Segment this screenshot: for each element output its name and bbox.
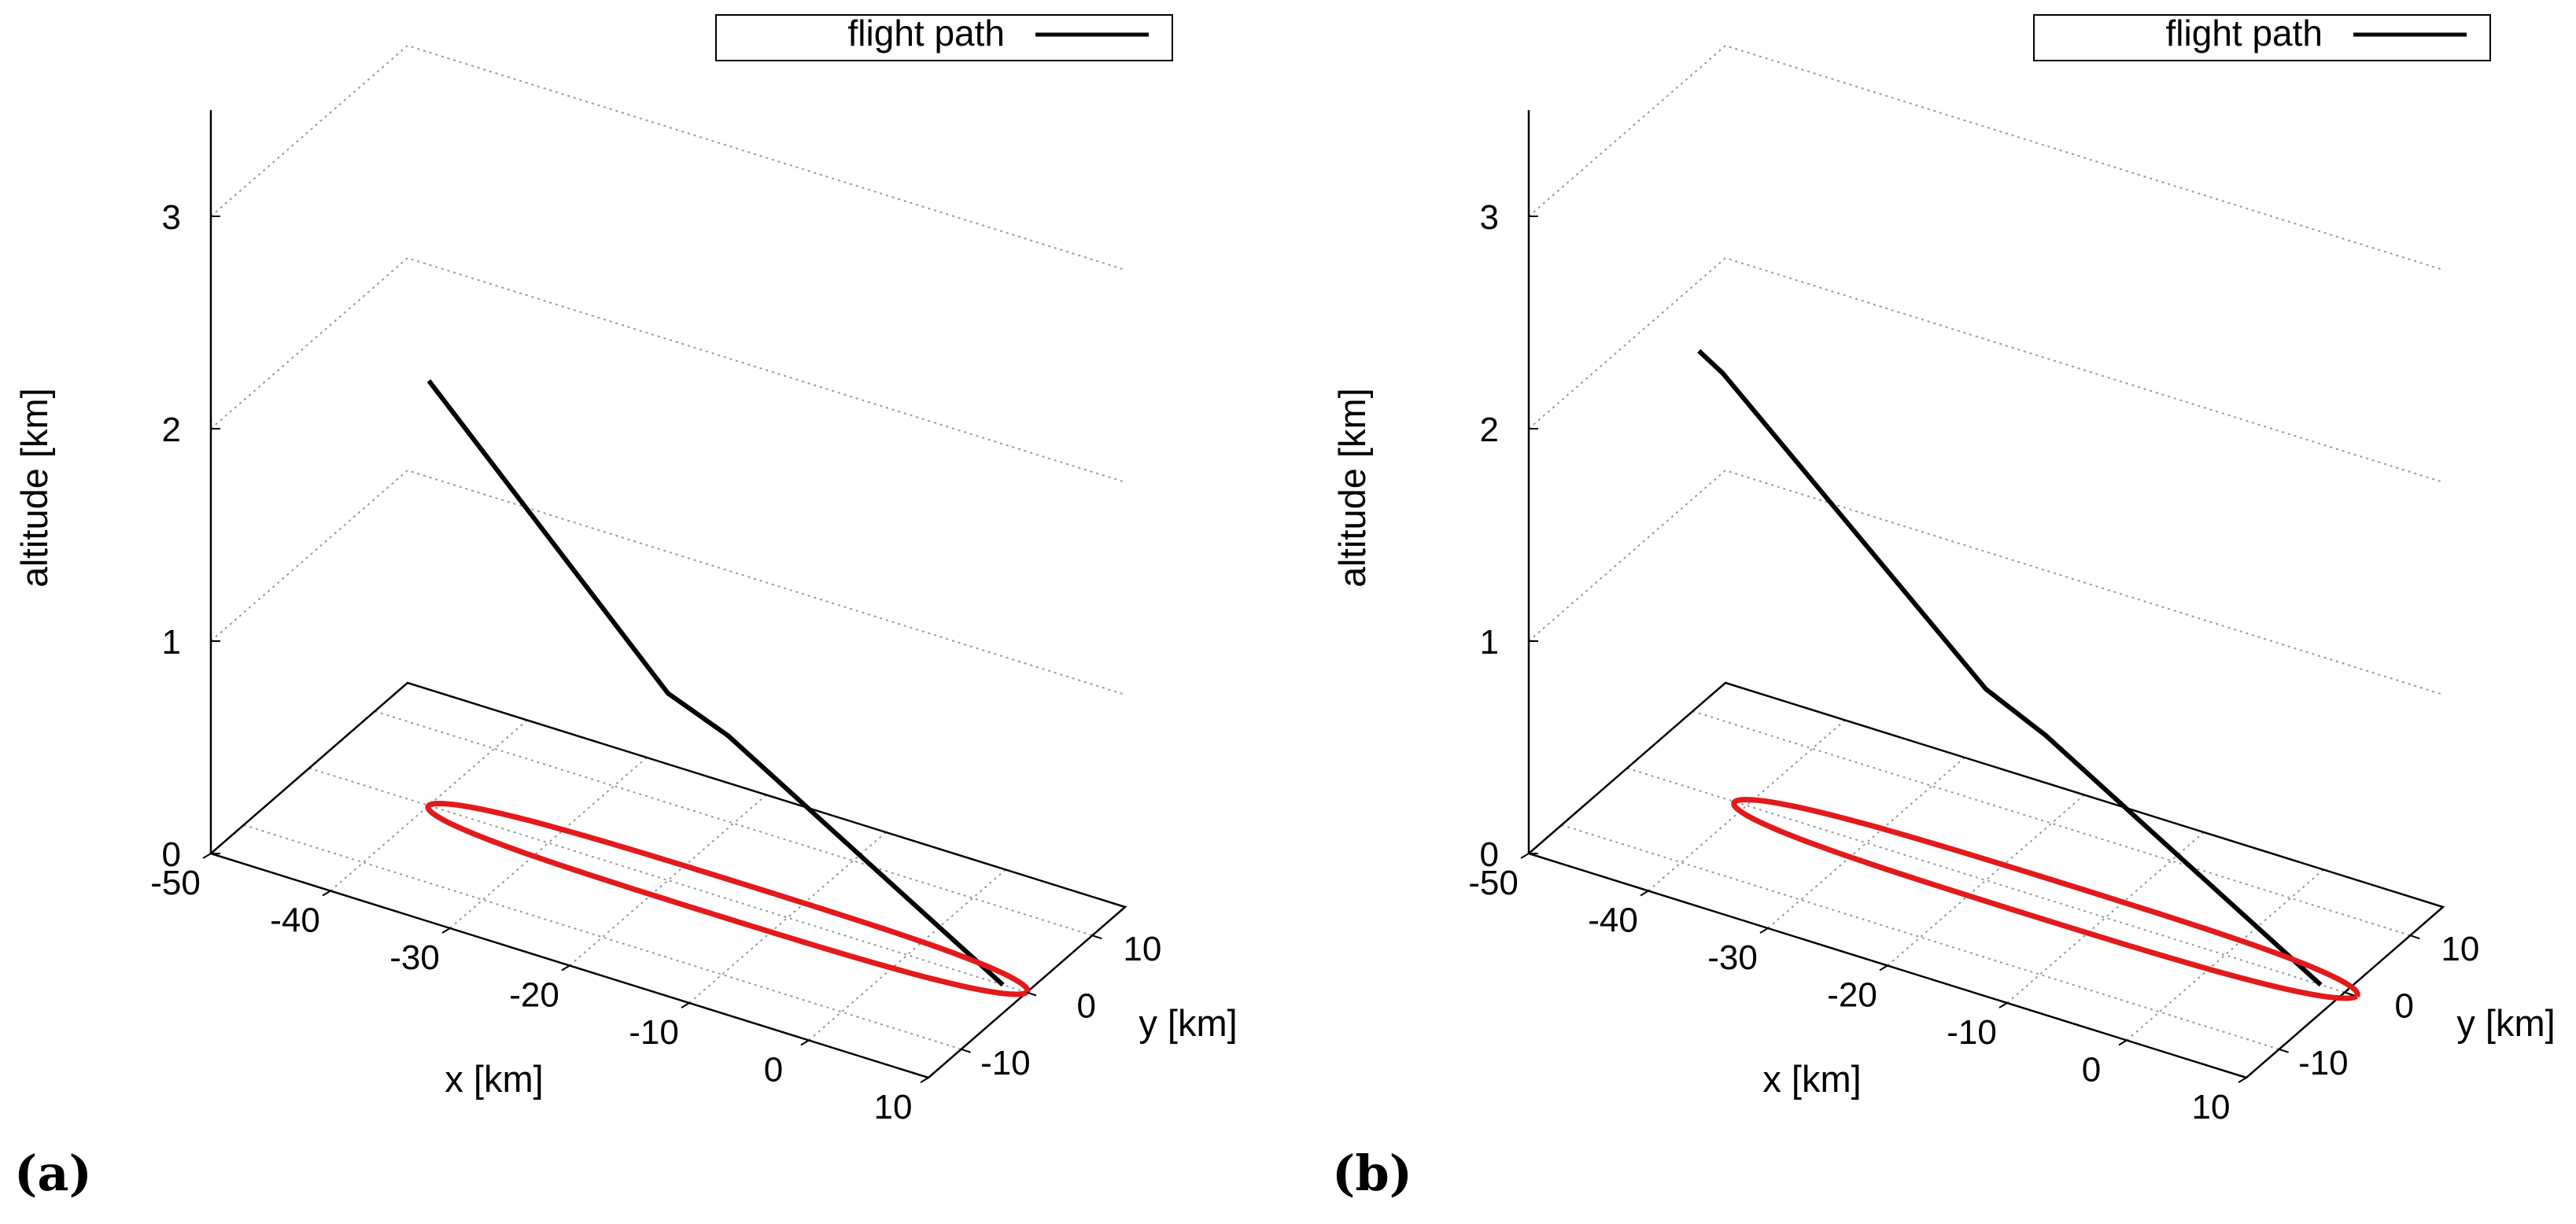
x-tick-label: 10 (874, 1088, 913, 1126)
legend-label: flight path (848, 13, 1005, 53)
altitude-grid-line (210, 44, 1126, 271)
x-tick-mark (441, 927, 451, 934)
x-tick-label: 0 (2082, 1051, 2101, 1089)
x-tick-label: -20 (509, 976, 559, 1015)
x-tick-mark (1520, 853, 1530, 859)
z-tick-label: 1 (1480, 623, 1499, 662)
x-tick-mark (2238, 1077, 2247, 1083)
flight-path-line (426, 379, 1005, 987)
legend: flight path (2033, 13, 2491, 61)
x-tick-mark (1640, 890, 1649, 897)
x-tick-mark (1879, 964, 1888, 971)
x-tick-label: -50 (150, 864, 201, 902)
x-tick-label: -10 (629, 1013, 679, 1052)
x-tick-label: -50 (1468, 864, 1519, 902)
x-tick-label: -20 (1827, 976, 1877, 1015)
x-tick-mark (1998, 1002, 2008, 1008)
y-tick-mark (2410, 935, 2420, 940)
z-tick-label: 0 (1480, 835, 1499, 874)
x-tick-label: -30 (1707, 938, 1758, 977)
y-tick-mark (1026, 991, 1037, 997)
x-tick-mark (1759, 927, 1769, 934)
legend-box (715, 14, 1173, 61)
z-axis-label: altitude [km] (13, 388, 55, 587)
x-tick-label: -40 (270, 901, 320, 940)
loiter-orbit-line (425, 801, 1031, 997)
x-tick-mark (800, 1039, 810, 1046)
legend-label: flight path (2166, 13, 2323, 53)
z-tick-label: 2 (1480, 411, 1499, 449)
floor-grid-line (1561, 824, 2279, 1050)
legend: flight path (715, 13, 1173, 61)
altitude-grid-line (210, 256, 1126, 483)
floor-grid-line (375, 710, 1093, 937)
altitude-grid-line (1528, 469, 2444, 695)
x-tick-mark (2118, 1039, 2128, 1046)
panel-label: (b) (1332, 1145, 1412, 1202)
altitude-grid-line (1528, 256, 2444, 483)
z-tick-label: 0 (162, 835, 181, 874)
y-tick-mark (1092, 935, 1102, 940)
x-tick-label: 10 (2192, 1088, 2231, 1126)
x-tick-label: -40 (1588, 901, 1638, 940)
z-axis-label: altitude [km] (1331, 388, 1373, 587)
floor-grid-line (243, 824, 961, 1050)
flight-path-line (1697, 348, 2323, 987)
x-axis-label: x [km] (445, 1058, 543, 1100)
floor-grid-line (1648, 719, 1846, 892)
z-tick-label: 3 (162, 198, 181, 237)
y-tick-mark (2344, 991, 2355, 997)
loiter-orbit-line (1731, 797, 2360, 1001)
panel-label: (a) (14, 1145, 92, 1202)
x-tick-mark (681, 1002, 690, 1008)
x-tick-label: -10 (1947, 1013, 1997, 1052)
x-tick-mark (322, 890, 331, 897)
z-tick-label: 1 (162, 623, 181, 662)
y-tick-label: 10 (1123, 930, 1161, 968)
x-tick-mark (920, 1077, 929, 1083)
y-tick-label: 10 (2441, 930, 2479, 968)
x-tick-mark (202, 853, 212, 859)
y-tick-label: 0 (1077, 987, 1096, 1026)
chart-panel-a: -50 -40 -30 -20 -10 0 10 -10 0 10 0 1 2 3 x [km] y [k… (13, 13, 1238, 1202)
x-tick-mark (561, 964, 570, 971)
altitude-grid-line (210, 469, 1126, 695)
altitude-grid-line (1528, 44, 2444, 271)
x-tick-label: -30 (389, 938, 440, 977)
legend-box (2033, 14, 2491, 61)
y-tick-label: -10 (980, 1044, 1031, 1082)
z-tick-label: 3 (1480, 198, 1499, 237)
y-tick-label: 0 (2395, 987, 2414, 1026)
floor-grid-line (1692, 710, 2411, 937)
x-tick-label: 0 (764, 1051, 783, 1089)
x-axis-label: x [km] (1762, 1058, 1861, 1100)
y-axis-label: y [km] (2456, 1002, 2555, 1044)
y-tick-mark (961, 1048, 971, 1053)
y-axis-label: y [km] (1139, 1002, 1237, 1044)
chart-panel-b: -50 -40 -30 -20 -10 0 10 -10 0 10 0 1 2 3 x [km] y [k… (1331, 13, 2556, 1202)
y-tick-label: -10 (2298, 1044, 2349, 1082)
z-tick-label: 2 (162, 411, 181, 449)
y-tick-mark (2279, 1048, 2289, 1053)
